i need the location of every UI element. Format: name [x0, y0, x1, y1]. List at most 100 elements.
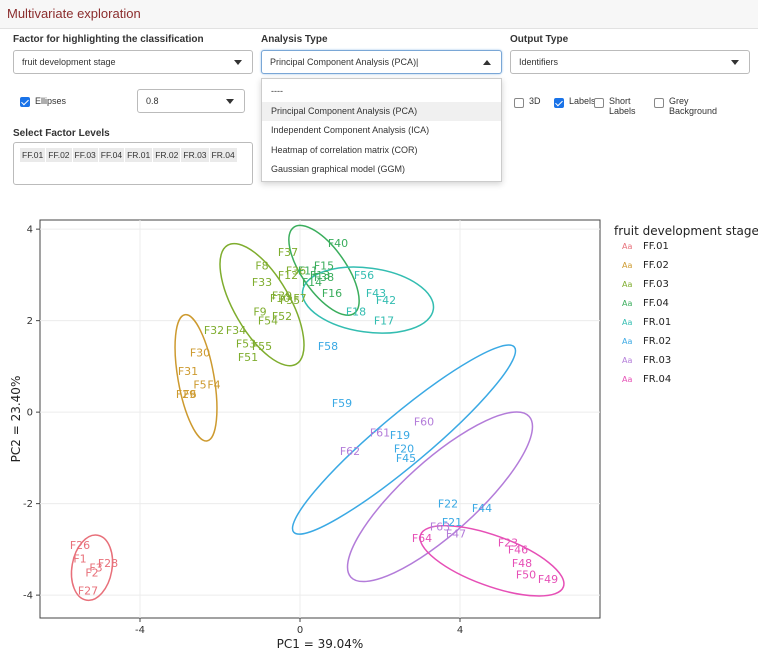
legend-key: Aa — [622, 318, 632, 327]
point-label: F28 — [98, 557, 118, 570]
y-tick-label: 0 — [27, 408, 33, 419]
point-label: F11 — [298, 264, 318, 277]
legend-item: FF.03 — [643, 279, 669, 290]
point-label: F43 — [366, 287, 386, 300]
factor-level-tag[interactable]: FF.01 — [20, 148, 46, 162]
point-label: F37 — [278, 246, 298, 259]
point-label: F58 — [318, 340, 338, 353]
chevron-up-icon — [483, 60, 491, 65]
point-label: F18 — [346, 305, 366, 318]
3d-checkbox[interactable] — [514, 98, 524, 108]
point-label: F33 — [252, 276, 272, 289]
point-label: F63 — [430, 521, 450, 534]
point-label: F61 — [370, 427, 390, 440]
point-label: F46 — [508, 543, 528, 556]
x-tick-label: 4 — [457, 625, 463, 636]
legend-key: Aa — [622, 356, 632, 365]
point-label: F40 — [328, 237, 348, 250]
point-label: F20 — [394, 443, 414, 456]
legend-key: Aa — [622, 261, 632, 270]
point-label: F31 — [178, 365, 198, 378]
factor-levels-input[interactable]: FF.01 FF.02 FF.03 FF.04 FR.01 FR.02 FR.03 FR.04 — [13, 142, 253, 185]
factor-level-tag[interactable]: FR.02 — [153, 148, 181, 162]
point-label: F17 — [374, 315, 394, 328]
factor-label: Factor for highlighting the classificati… — [13, 34, 204, 45]
dropdown-option[interactable]: Principal Component Analysis (PCA) — [262, 101, 501, 121]
y-tick-label: -4 — [23, 591, 33, 602]
dropdown-option[interactable]: ---- — [271, 86, 283, 96]
short-labels-label: Short Labels — [609, 96, 636, 116]
ellipse-level-value: 0.8 — [146, 96, 159, 106]
output-label: Output Type — [510, 34, 569, 45]
legend-key: Aa — [622, 375, 632, 384]
factor-level-tag[interactable]: FF.03 — [72, 148, 98, 162]
analysis-select[interactable]: Principal Component Analysis (PCA)| — [261, 50, 502, 74]
output-select-value: Identifiers — [519, 57, 559, 67]
ellipse-ff-03 — [219, 242, 305, 367]
analysis-select-value: Principal Component Analysis (PCA)| — [270, 57, 419, 67]
x-tick-label: -4 — [135, 625, 145, 636]
point-label: F7 — [293, 292, 306, 305]
dropdown-option[interactable]: Independent Component Analysis (ICA) — [271, 125, 430, 135]
factor-level-tag[interactable]: FR.01 — [125, 148, 153, 162]
point-label: F49 — [538, 573, 558, 586]
dropdown-option[interactable]: Gaussian graphical model (GGM) — [271, 164, 406, 174]
y-axis-label: PC2 = 23.40% — [9, 376, 23, 463]
legend-title: fruit development stage — [614, 224, 758, 238]
ellipse-ff-02 — [174, 313, 218, 442]
x-axis-label: PC1 = 39.04% — [277, 637, 364, 651]
chevron-down-icon — [226, 99, 234, 104]
point-label: F50 — [516, 569, 536, 582]
point-label: F42 — [376, 294, 396, 307]
point-label: F62 — [340, 445, 360, 458]
point-label: F5 — [193, 379, 206, 392]
factor-select-value: fruit development stage — [22, 57, 116, 67]
legend-key: Aa — [622, 280, 632, 289]
legend-item: FR.01 — [643, 317, 671, 328]
labels-checkbox[interactable] — [554, 98, 564, 108]
analysis-label: Analysis Type — [261, 34, 328, 45]
ellipse-level-select[interactable]: 0.8 — [137, 89, 245, 113]
y-tick-label: 4 — [27, 225, 33, 236]
y-tick-label: 2 — [27, 316, 33, 327]
dropdown-option[interactable]: Heatmap of correlation matrix (COR) — [271, 144, 418, 155]
ellipses-checkbox[interactable] — [20, 97, 30, 107]
labels-label: Labels — [569, 96, 596, 106]
legend-item: FR.02 — [643, 336, 671, 347]
point-label: F35 — [280, 294, 300, 307]
legend-key: Aa — [622, 299, 632, 308]
point-label: F6 — [183, 388, 196, 401]
3d-label: 3D — [529, 96, 541, 106]
factor-level-tag[interactable]: FF.04 — [98, 148, 125, 162]
point-label: F3 — [89, 562, 102, 575]
point-label: F2 — [85, 566, 98, 579]
app-title: Multivariate exploration — [7, 6, 141, 21]
point-label: F8 — [255, 260, 268, 273]
ellipse-ff-01 — [70, 534, 114, 602]
ellipse-fr-04 — [419, 524, 565, 597]
legend-key: Aa — [622, 337, 632, 346]
point-label: F10 — [270, 292, 290, 305]
point-label: F26 — [70, 539, 90, 552]
point-label: F55 — [252, 340, 272, 353]
output-select[interactable]: Identifiers — [510, 50, 750, 74]
grey-background-label: Grey Background — [669, 96, 718, 116]
point-label: F44 — [472, 502, 492, 515]
ellipses-label: Ellipses — [35, 96, 67, 106]
point-label: F14 — [302, 276, 322, 289]
legend-item: FR.03 — [643, 355, 671, 366]
point-label: F51 — [238, 351, 258, 364]
factor-level-tag[interactable]: FF.02 — [46, 148, 72, 162]
point-label: F16 — [322, 287, 342, 300]
factor-level-tag[interactable]: FR.04 — [209, 148, 237, 162]
ellipse-fr-03 — [346, 411, 534, 583]
factor-level-tag[interactable]: FR.03 — [181, 148, 209, 162]
point-label: F60 — [414, 415, 434, 428]
point-label: F1 — [73, 553, 86, 566]
grey-background-checkbox[interactable] — [654, 98, 664, 108]
point-label: F12 — [278, 269, 298, 282]
factor-select[interactable]: fruit development stage — [13, 50, 253, 74]
short-labels-checkbox[interactable] — [594, 98, 604, 108]
point-label: F52 — [272, 310, 292, 323]
